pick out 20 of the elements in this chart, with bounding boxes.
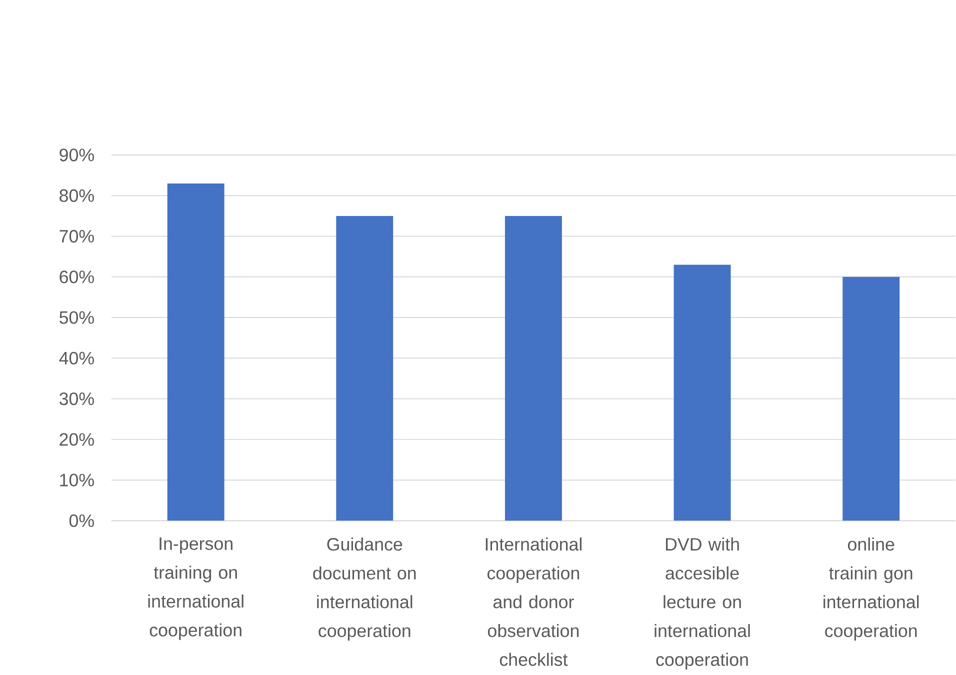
y-tick-label: 50% <box>60 310 94 324</box>
x-tick-label: DVD with accesible lecture on international cooperation <box>654 537 750 670</box>
y-tick-label: 90% <box>60 148 94 162</box>
x-tick-label: Guidance document on international cooperation <box>313 537 416 640</box>
x-tick-label: In-person training on international cooperation <box>148 537 244 640</box>
x-tick-label: online trainin gon international cooperation <box>824 537 919 640</box>
y-tick-label: 20% <box>60 432 94 446</box>
x-tick-label: International cooperation and donor observation checklist <box>486 537 582 666</box>
y-tick-label: 10% <box>60 474 94 486</box>
bar <box>504 216 562 520</box>
y-tick-label: 80% <box>60 189 94 202</box>
bar <box>167 183 224 520</box>
y-tick-label: 70% <box>60 230 94 242</box>
bar <box>842 276 900 520</box>
y-tick-label: 0% <box>69 514 94 527</box>
y-tick-label: 40% <box>59 352 94 364</box>
y-tick-label: 60% <box>60 270 94 283</box>
bar <box>336 216 394 520</box>
bar <box>674 264 731 520</box>
y-tick-label: 30% <box>59 392 94 405</box>
